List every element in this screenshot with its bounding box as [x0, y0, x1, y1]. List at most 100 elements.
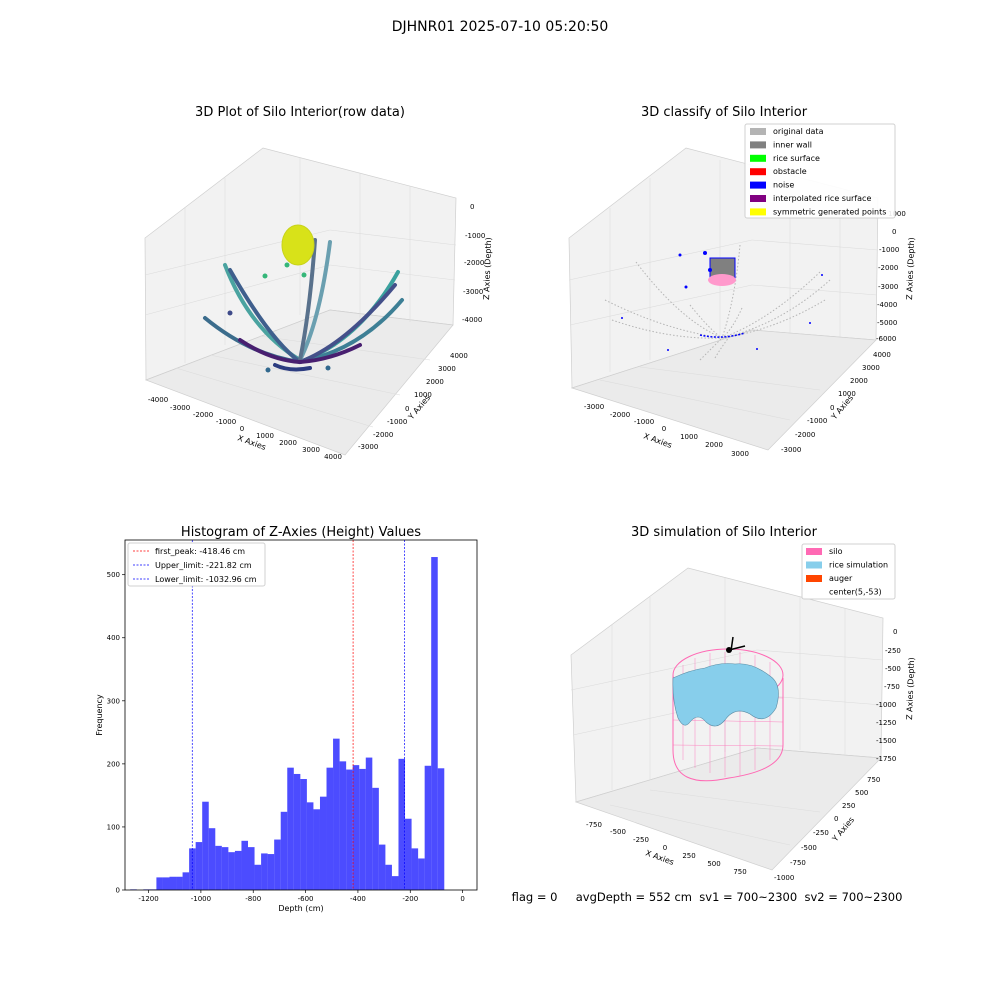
simulation-legend-label: auger [829, 574, 853, 583]
raw-x-tick: -3000 [170, 404, 190, 412]
histogram-bar [202, 801, 209, 890]
histogram-bar [365, 757, 373, 890]
simulation-legend-label: rice simulation [829, 561, 888, 570]
figure-title: DJHNR01 2025-07-10 05:20:50 [392, 19, 609, 35]
histogram-x-axis-label: Depth (cm) [278, 904, 323, 913]
simulation-z-tick: -1500 [876, 737, 896, 745]
simulation-x-axis-label: X Axies [644, 848, 675, 867]
histogram-bar [437, 768, 445, 890]
raw-y-tick: 0 [405, 405, 409, 413]
simulation-x-tick: -750 [586, 821, 602, 829]
simulation-y-tick: 750 [867, 776, 880, 784]
simulation-silo-and-rice [672, 636, 784, 782]
raw-z-tick: -2000 [464, 259, 484, 267]
histogram-legend-label: first_peak: -418.46 cm [155, 547, 245, 556]
histogram-bar [248, 847, 255, 890]
histogram-bar [234, 850, 242, 890]
histogram-bar [418, 858, 425, 890]
histogram-bar [162, 877, 170, 890]
histogram-x-tick-label: -1200 [138, 895, 158, 903]
panel-simulation: 3D simulation of Silo Interior [570, 525, 916, 882]
histogram-bar [287, 767, 294, 890]
simulation-x-tick: -250 [633, 836, 649, 844]
histogram-bar [156, 877, 163, 890]
classify-legend-swatch [750, 154, 766, 162]
simulation-legend-swatch [806, 561, 822, 569]
raw-y-tick: 2000 [426, 378, 444, 386]
simulation-x-tick: -500 [610, 828, 626, 836]
classify-y-tick: 0 [830, 404, 834, 412]
histogram-bar [352, 765, 360, 890]
panel-classify: 3D classify of Silo Interior [568, 105, 916, 458]
histogram-y-tick-label: 500 [107, 571, 120, 579]
classify-plot-title: 3D classify of Silo Interior [641, 105, 808, 120]
histogram-bar [411, 848, 419, 890]
raw-y-tick: 1000 [414, 391, 432, 399]
histogram-bar [176, 876, 183, 890]
status-line: flag = 0 avgDepth = 552 cm sv1 = 700~230… [512, 890, 903, 904]
histogram-y-axis-label: Frequency [95, 694, 104, 736]
histogram-y-tick-label: 0 [116, 887, 120, 895]
raw-z-axis-label: Z Axies (Depth) [482, 237, 493, 300]
histogram-y-tick-label: 100 [107, 823, 120, 831]
raw-x-tick: -1000 [216, 418, 236, 426]
classify-x-tick: 1000 [680, 433, 698, 441]
simulation-z-tick: -250 [885, 647, 901, 655]
classify-x-axis-label: X Axies [642, 431, 673, 450]
histogram-x-tick-label: -1000 [191, 895, 211, 903]
raw-grid-lines [144, 158, 457, 428]
raw-y-tick: -2000 [373, 431, 393, 439]
classify-y-tick: 1000 [838, 390, 856, 398]
classify-x-tick: 0 [662, 425, 666, 433]
classify-y-tick: -2000 [795, 431, 815, 439]
simulation-legend-label: center(5,-53) [829, 588, 882, 597]
histogram-bar [319, 796, 327, 890]
raw-y-tick: 3000 [438, 365, 456, 373]
classify-legend-swatch [750, 181, 766, 189]
histogram-x-tick-label: 0 [460, 895, 464, 903]
classify-z-tick: 0 [892, 228, 896, 236]
raw-x-tick: -2000 [193, 411, 213, 419]
classify-z-tick: -4000 [877, 301, 897, 309]
classify-z-tick: -6000 [876, 335, 896, 343]
classify-y-tick: 3000 [862, 364, 880, 372]
classify-y-tick: -1000 [807, 417, 827, 425]
classify-z-tick: 1000 [888, 210, 906, 218]
classify-z-tick: -1000 [879, 246, 899, 254]
classify-grid-lines [568, 160, 879, 421]
classify-legend-swatch [750, 195, 766, 202]
raw-y-tick-labels: -3000 -2000 -1000 0 1000 2000 3000 4000 [358, 352, 468, 451]
simulation-axes-panes [570, 567, 884, 871]
classify-z-tick: -2000 [878, 264, 898, 272]
histogram-bar [359, 768, 366, 890]
raw-y-tick: 4000 [450, 352, 468, 360]
histogram-reference-lines [191, 540, 405, 890]
panel-histogram: Histogram of Z-Axies (Height) Values -12… [95, 525, 478, 913]
histogram-bar [346, 769, 353, 890]
histogram-y-tick-label: 400 [107, 634, 120, 642]
simulation-y-tick: -500 [801, 844, 817, 852]
histogram-bar [431, 557, 438, 890]
histogram-bar [391, 876, 399, 890]
histogram-bars [130, 557, 445, 890]
histogram-bar [182, 872, 190, 890]
simulation-x-tick: 750 [733, 868, 746, 876]
histogram-bar [306, 802, 314, 890]
histogram-bar [326, 767, 334, 890]
raw-data-points [203, 224, 404, 373]
histogram-bar [372, 787, 379, 890]
raw-z-tick: 0 [470, 203, 474, 211]
simulation-x-tick: 250 [682, 852, 695, 860]
classify-legend-label: symmetric generated points [773, 207, 886, 216]
classify-legend-label: obstacle [773, 167, 807, 176]
simulation-z-axis-label: Z Axies (Depth) [905, 657, 916, 720]
raw-y-tick: -1000 [387, 418, 407, 426]
histogram-bar [241, 840, 249, 890]
classify-legend-label: rice surface [773, 154, 820, 163]
histogram-bar [300, 779, 307, 890]
classify-z-tick: -3000 [878, 283, 898, 291]
raw-z-tick-labels: 0 -1000 -2000 -3000 -4000 [462, 203, 485, 324]
classify-legend-label: interpolated rice surface [773, 194, 871, 203]
histogram-bar [221, 847, 229, 890]
